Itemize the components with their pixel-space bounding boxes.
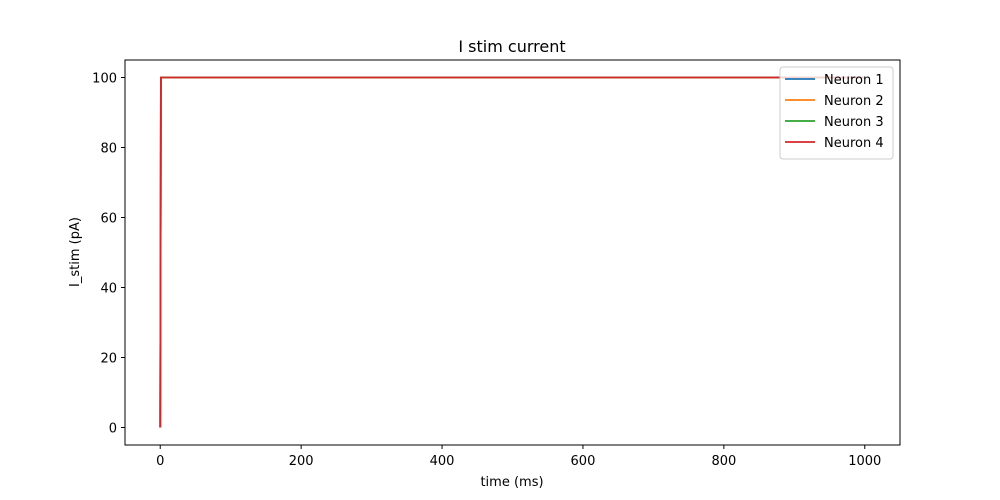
x-axis-label: time (ms) [480,475,543,490]
x-tick-label: 1000 [848,454,881,469]
y-tick-label: 100 [92,72,117,87]
x-tick-label: 800 [711,454,736,469]
y-tick-label: 80 [100,142,117,157]
x-tick-label: 200 [289,454,314,469]
y-axis-ticks: 0 20 40 60 80 100 [92,72,125,437]
legend-box [779,66,894,160]
legend-label: Neuron 2 [824,94,884,109]
series-line-neuron-4 [159,76,865,428]
x-tick-label: 400 [430,454,455,469]
series-line-neuron-1 [159,76,865,428]
chart-title: I stim current [458,37,565,56]
series-layer [159,76,865,428]
legend-label: Neuron 1 [824,73,884,88]
legend-label: Neuron 4 [824,136,884,151]
y-tick-label: 60 [100,212,117,227]
y-tick-label: 20 [100,352,117,367]
y-axis-label: I_stim (pA) [68,217,83,287]
x-tick-label: 0 [156,454,164,469]
series-line-neuron-2 [159,76,865,428]
legend-label: Neuron 3 [824,115,884,130]
x-axis-ticks: 0 200 400 600 800 1000 [156,445,881,469]
y-tick-label: 0 [109,422,117,437]
series-line-neuron-3 [159,76,865,428]
x-tick-label: 600 [571,454,596,469]
legend: Neuron 1 Neuron 2 Neuron 3 Neuron 4 [779,66,894,160]
plot-frame [124,59,901,446]
y-tick-label: 40 [100,282,117,297]
